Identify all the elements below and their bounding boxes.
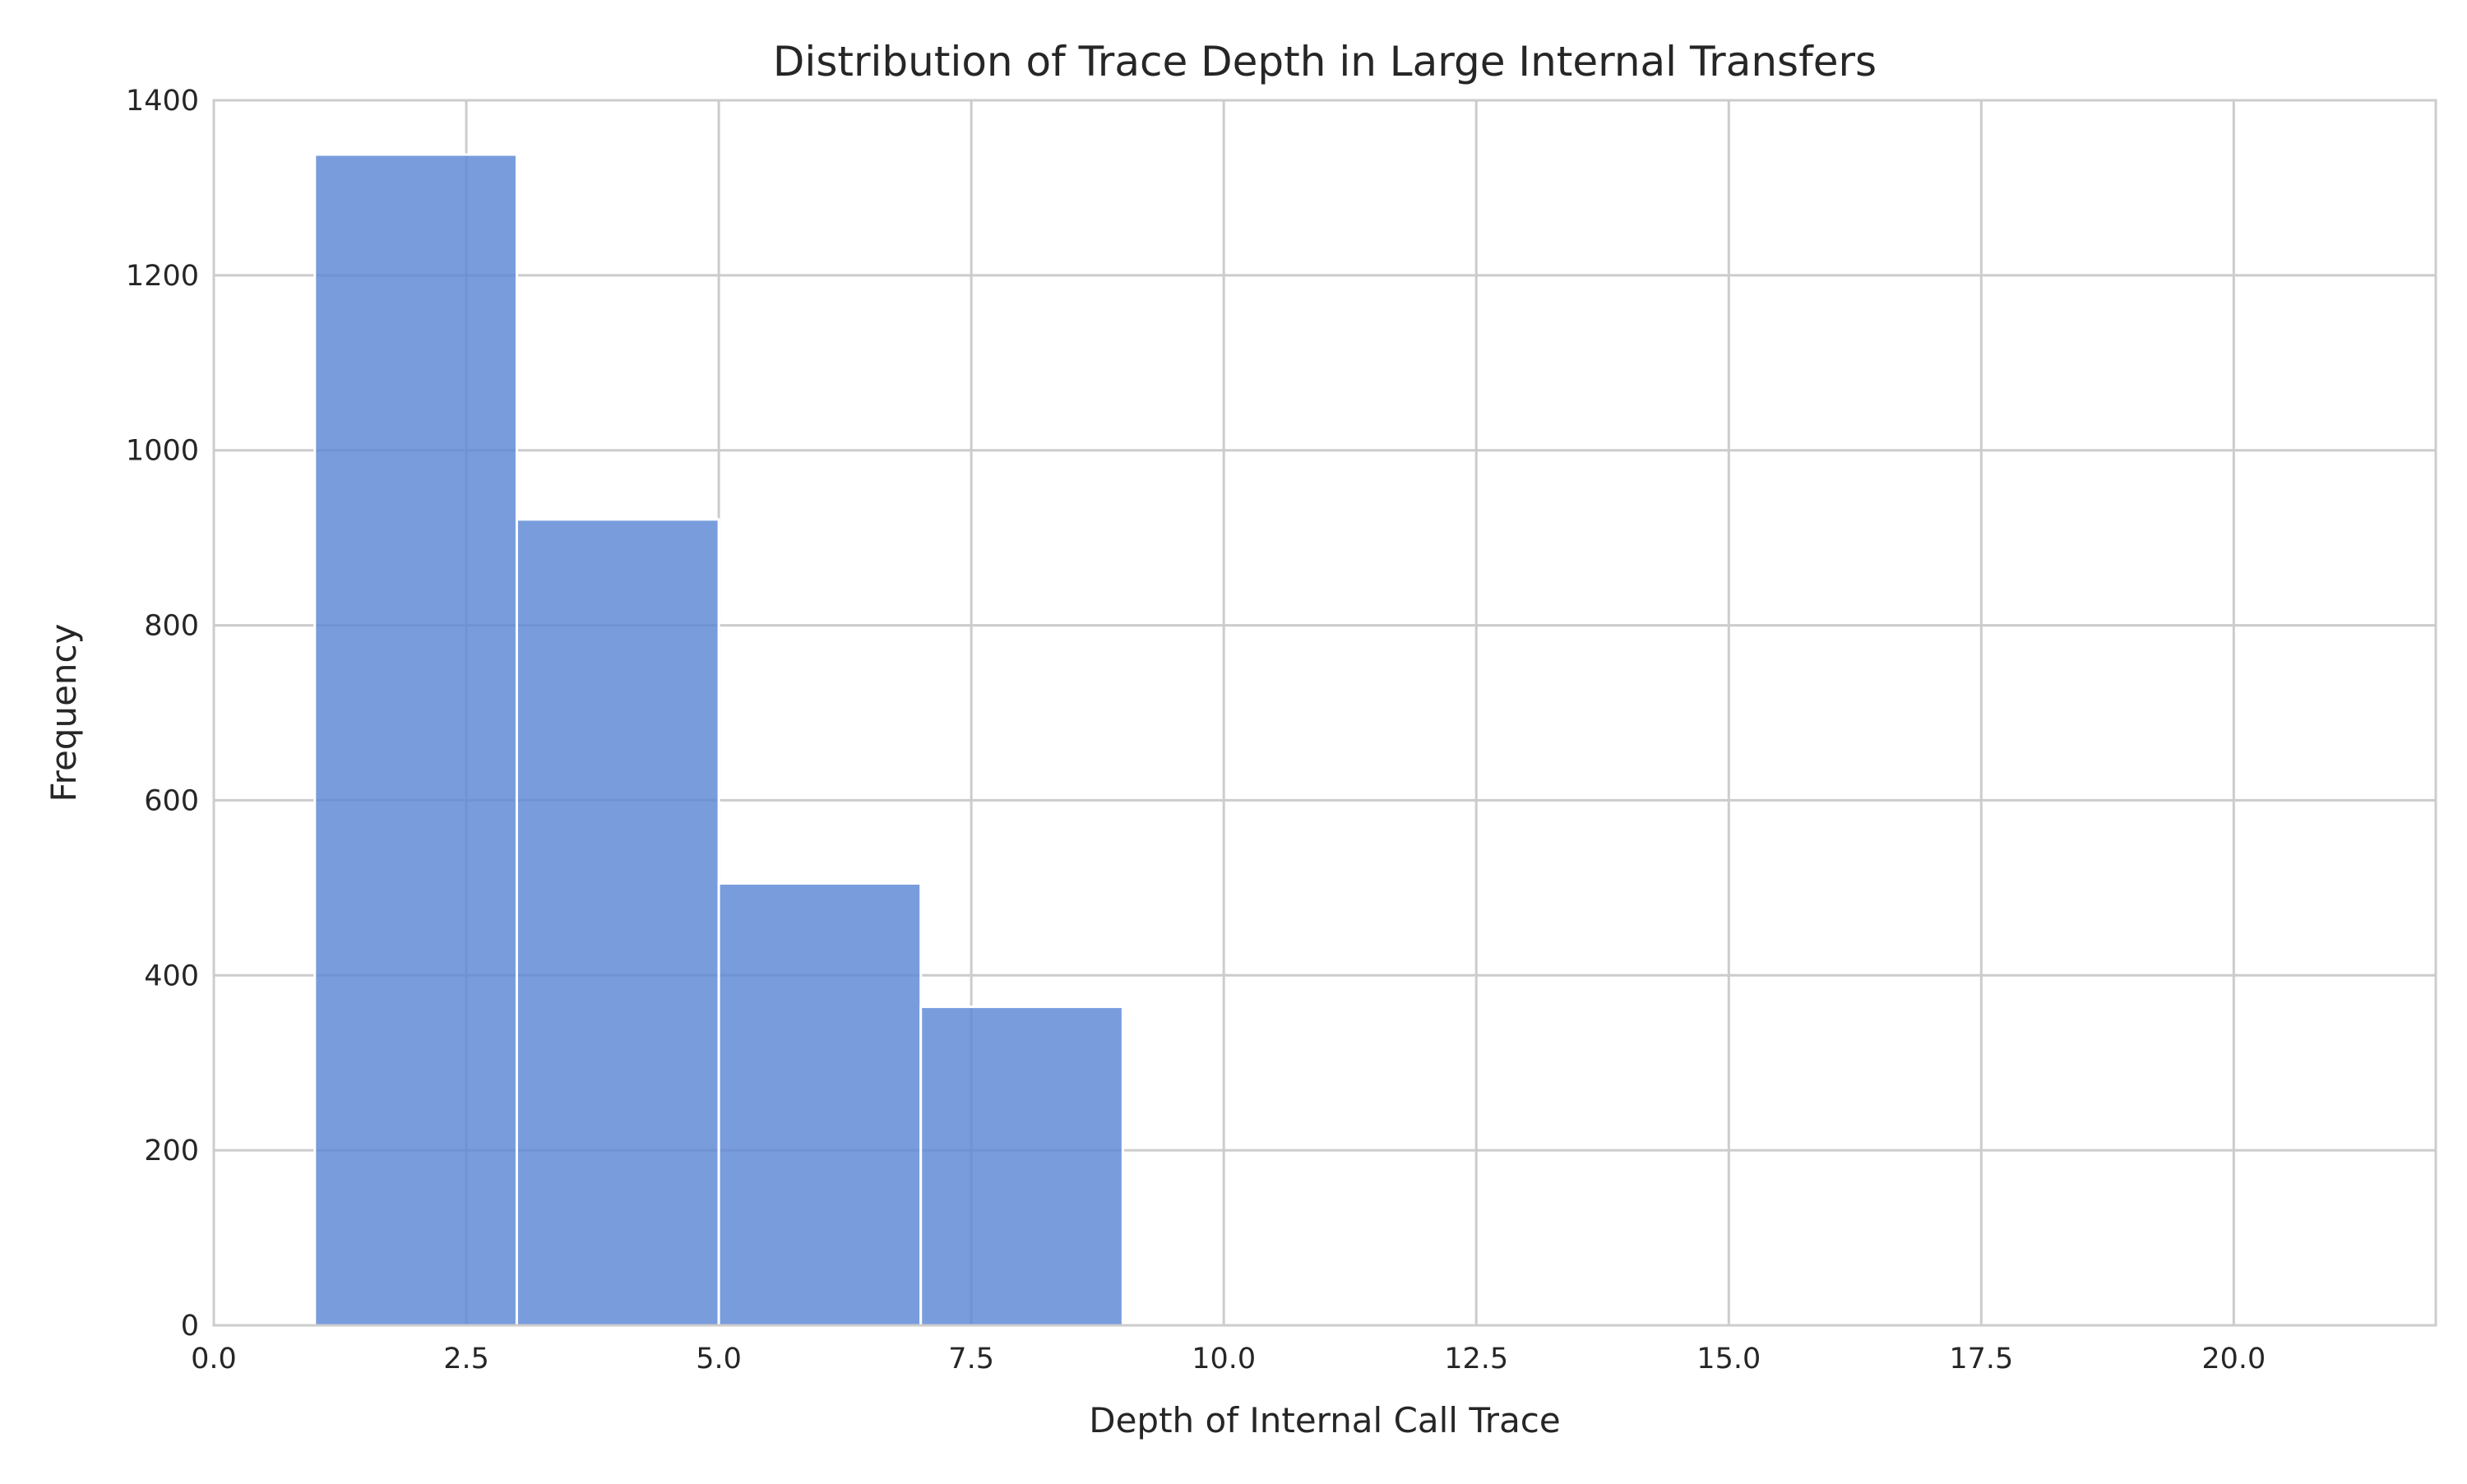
x-tick-label: 0.0 bbox=[191, 1343, 237, 1375]
x-tick-label: 5.0 bbox=[696, 1343, 742, 1375]
x-tick-label: 7.5 bbox=[948, 1343, 994, 1375]
y-tick-label: 200 bbox=[144, 1135, 199, 1167]
x-tick-label: 20.0 bbox=[2201, 1343, 2266, 1375]
y-tick-label: 0 bbox=[181, 1310, 199, 1343]
x-tick-label: 10.0 bbox=[1192, 1343, 1256, 1375]
chart-title: Distribution of Trace Depth in Large Int… bbox=[773, 38, 1877, 86]
x-axis-label: Depth of Internal Call Trace bbox=[1089, 1400, 1561, 1440]
histogram-bars bbox=[313, 153, 1124, 1327]
y-tick-label: 600 bbox=[144, 784, 199, 817]
plot-frame bbox=[212, 99, 2437, 1327]
histogram-bar bbox=[313, 153, 518, 1327]
y-tick-label: 1000 bbox=[126, 435, 199, 468]
y-tick-labels: 0 200 400 600 800 1000 1200 1400 bbox=[126, 85, 199, 1343]
x-tick-label: 2.5 bbox=[443, 1343, 489, 1375]
y-tick-label: 800 bbox=[144, 610, 199, 643]
histogram-bar bbox=[919, 1006, 1124, 1327]
histogram-bar bbox=[515, 518, 720, 1327]
y-tick-label: 400 bbox=[144, 959, 199, 992]
histogram-bar bbox=[717, 882, 923, 1327]
x-tick-label: 15.0 bbox=[1696, 1343, 1761, 1375]
x-tick-labels: 0.0 2.5 5.0 7.5 10.0 12.5 15.0 17.5 20.0 bbox=[191, 1343, 2266, 1375]
y-axis-label: Frequency bbox=[44, 624, 84, 802]
x-tick-label: 17.5 bbox=[1949, 1343, 2013, 1375]
x-tick-label: 12.5 bbox=[1444, 1343, 1508, 1375]
y-tick-label: 1200 bbox=[126, 260, 199, 293]
y-tick-label: 1400 bbox=[126, 85, 199, 118]
